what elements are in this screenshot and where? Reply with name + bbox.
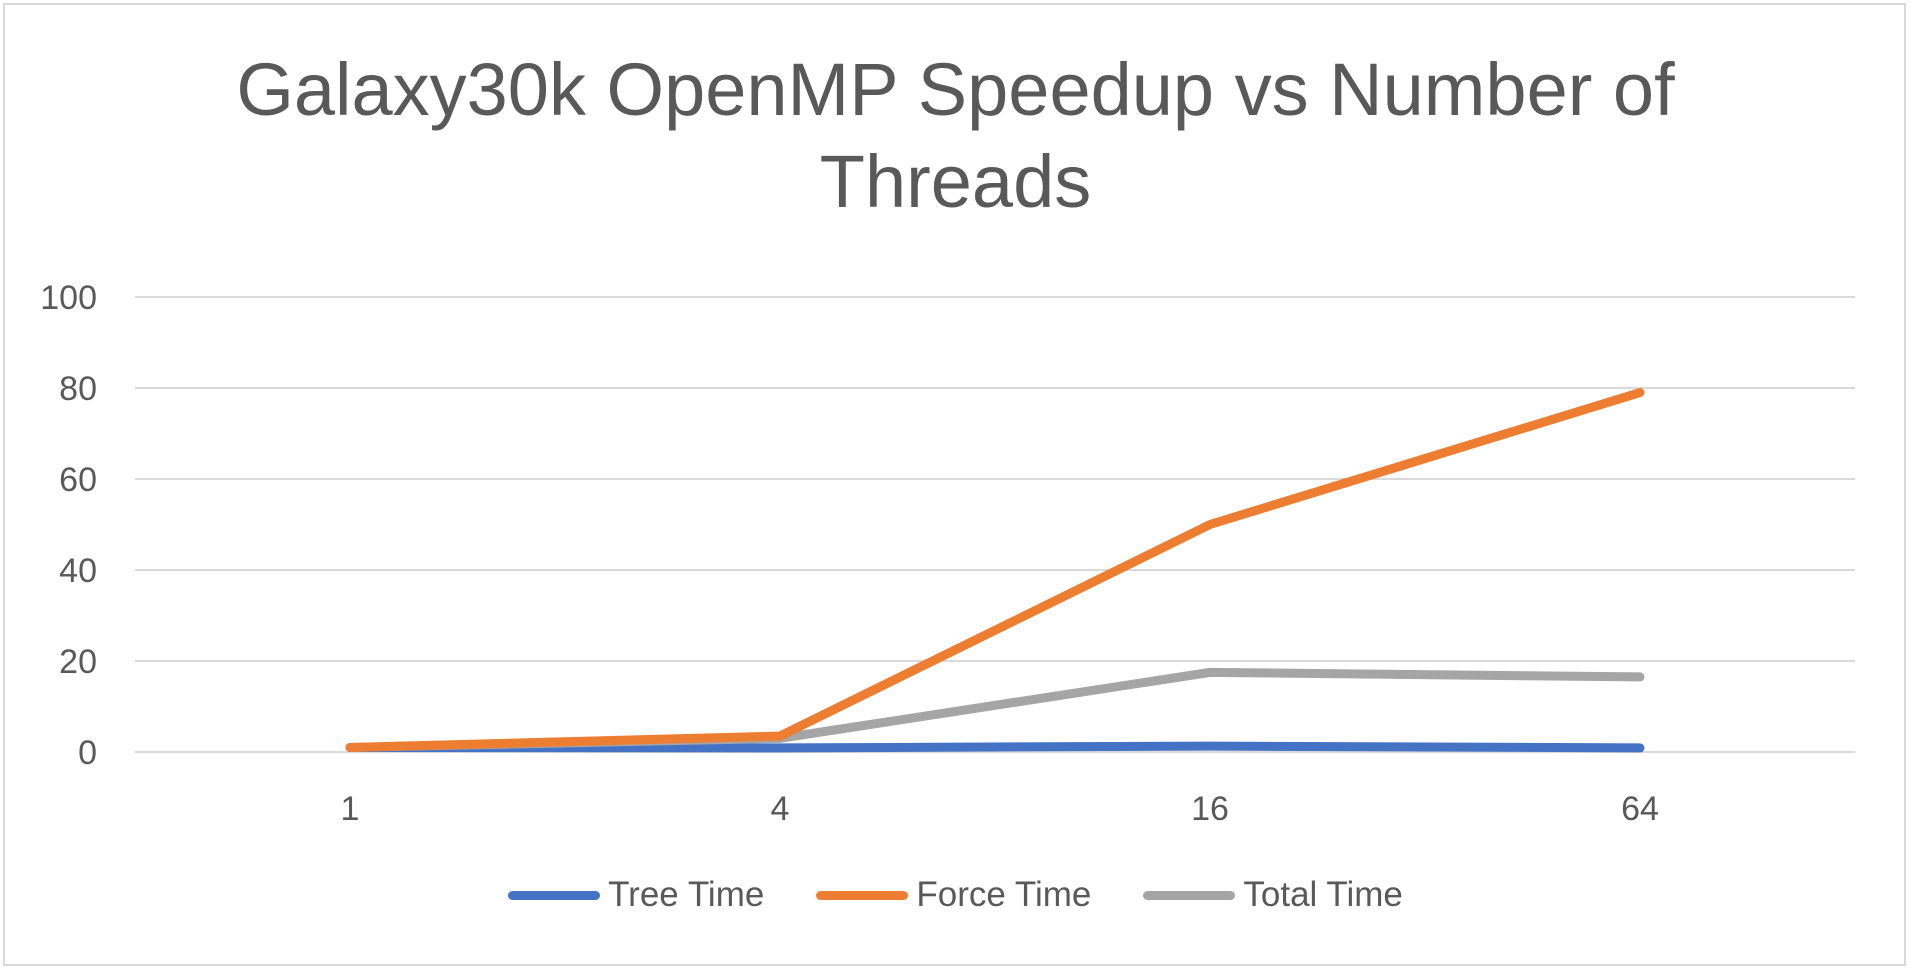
x-tick-label: 1	[341, 790, 360, 828]
chart-title: Galaxy30k OpenMP Speedup vs Number of Th…	[0, 44, 1911, 228]
y-tick-label: 0	[78, 734, 97, 772]
legend-item-tree-time: Tree Time	[508, 875, 764, 915]
legend-label-total-time: Total Time	[1243, 875, 1403, 914]
legend-label-tree-time: Tree Time	[608, 875, 765, 914]
y-tick-label: 60	[59, 461, 97, 499]
legend-item-force-time: Force Time	[816, 875, 1091, 915]
y-tick-label: 20	[59, 643, 97, 681]
legend-label-force-time: Force Time	[916, 875, 1092, 914]
chart-title-line-2: Threads	[819, 140, 1092, 223]
series-line-tree-time	[345, 741, 1645, 753]
series-line-force-time	[345, 388, 1645, 752]
x-tick-label: 64	[1621, 790, 1659, 828]
legend-item-total-time: Total Time	[1143, 875, 1403, 915]
legend-swatch-tree-time	[508, 890, 601, 900]
x-tick-label: 16	[1191, 790, 1229, 828]
y-tick-label: 100	[40, 279, 97, 317]
chart-frame	[3, 3, 1906, 966]
y-tick-label: 40	[59, 552, 97, 590]
legend-swatch-force-time	[816, 890, 909, 900]
chart-legend: Tree Time Force Time Total Time	[0, 870, 1911, 920]
chart-title-line-1: Galaxy30k OpenMP Speedup vs Number of	[236, 48, 1675, 131]
legend-swatch-total-time	[1143, 890, 1236, 900]
series-line-total-time	[345, 667, 1645, 752]
x-tick-label: 4	[771, 790, 790, 828]
y-tick-label: 80	[59, 370, 97, 408]
